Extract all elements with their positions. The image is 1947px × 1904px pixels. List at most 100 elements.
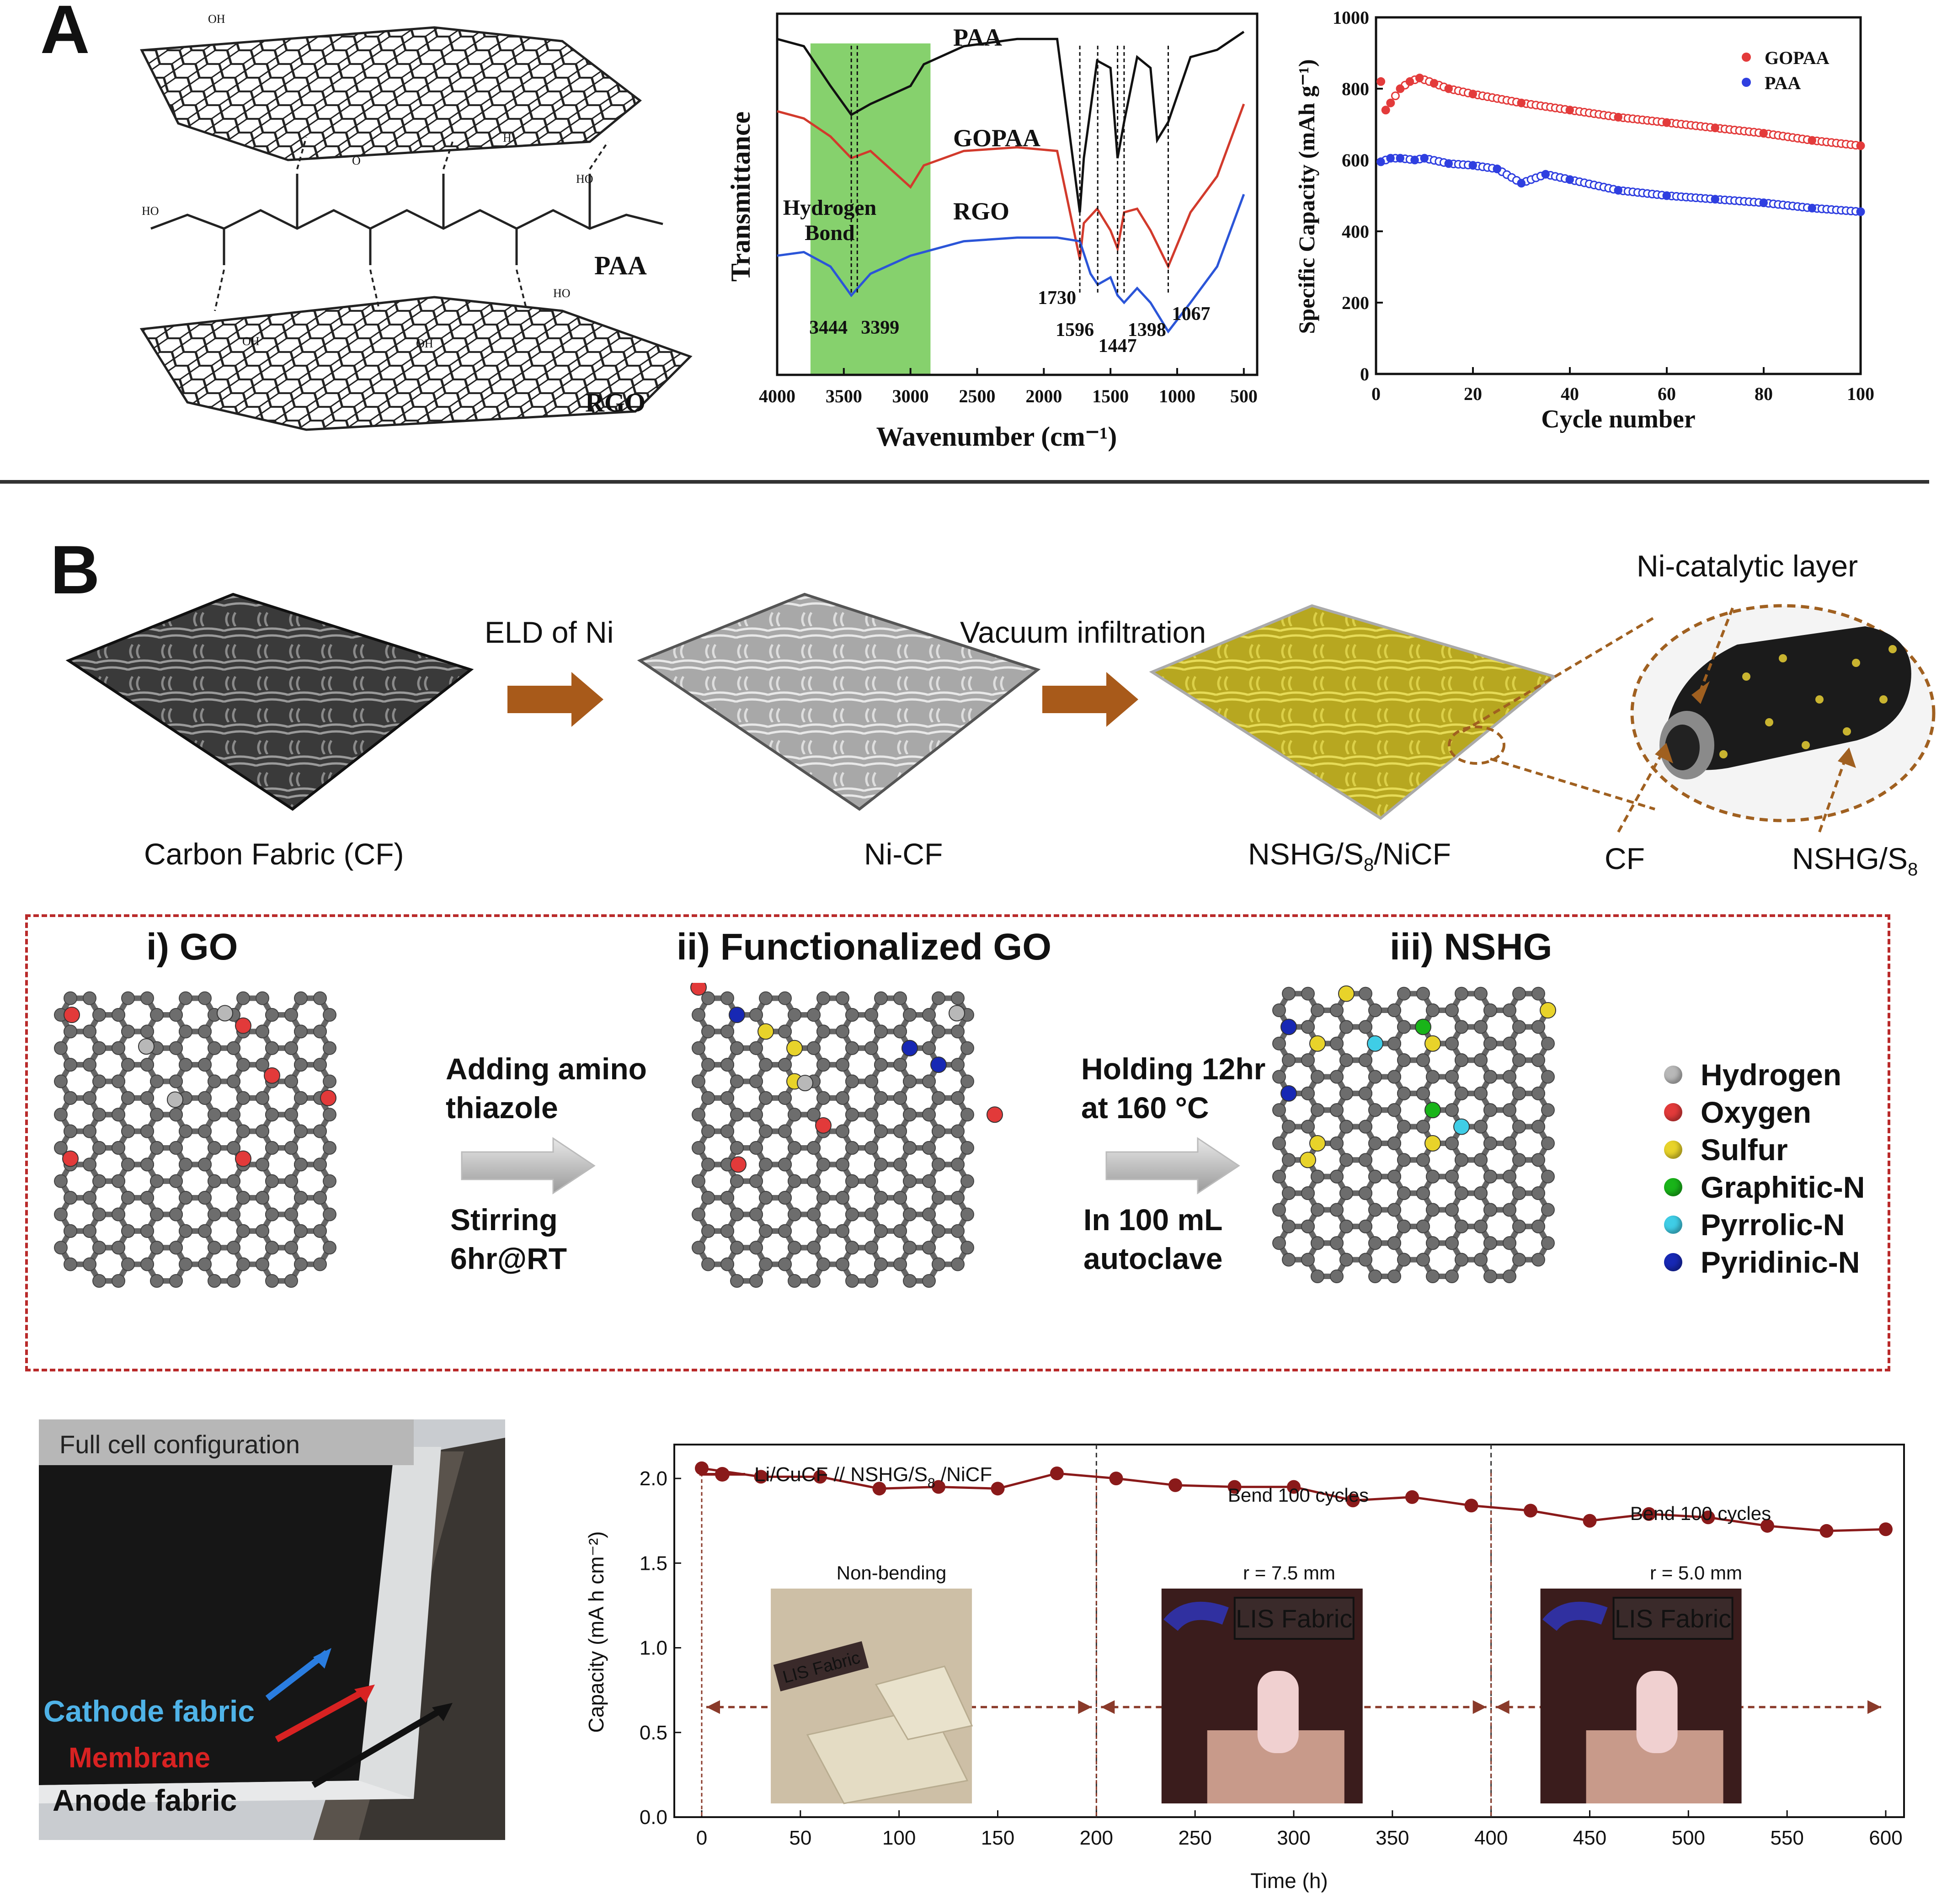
cycling-ytick-label: 1000 — [1333, 7, 1369, 28]
carbon-atom — [749, 1108, 763, 1122]
carbon-atom — [864, 1241, 878, 1255]
carbon-atom — [1416, 987, 1430, 1001]
atom — [62, 1150, 79, 1167]
ftir-xtick-label: 3500 — [826, 386, 862, 406]
carbon-atom — [730, 1141, 744, 1155]
carbon-atom — [1282, 1186, 1296, 1200]
cycling-datapoint-paa — [1760, 198, 1768, 207]
nshg-molecule — [1272, 985, 1556, 1283]
carbon-atom — [83, 1058, 96, 1072]
nshg-nicf-caption: NSHG/S8/NiCF — [1248, 837, 1451, 875]
nshg-title: iii) NSHG — [1390, 926, 1552, 968]
atom-legend-label: Graphitic-N — [1701, 1170, 1865, 1204]
carbon-atom — [1483, 1003, 1497, 1017]
carbon-atom — [1387, 1003, 1401, 1017]
carbon-atom — [701, 991, 715, 1005]
cycling-chart: 0 200 400 600 800 1000 0 20 40 60 80 100 Cycle numb… — [1294, 7, 1874, 433]
bend-point — [932, 1480, 945, 1494]
carbon-atom — [265, 1008, 279, 1022]
fullcell-photo: Full cell configuration Cathode fabric M… — [39, 1419, 505, 1840]
cycling-datapoint-gopaa — [1566, 106, 1574, 114]
carbon-atom — [112, 1207, 125, 1221]
carbon-atom — [256, 1224, 269, 1238]
carbon-atom — [140, 1224, 154, 1238]
bend-point — [1227, 1480, 1242, 1494]
carbon-atom — [807, 1008, 821, 1022]
atom — [64, 1007, 80, 1023]
ho-label-2: HO — [576, 172, 593, 186]
carbon-atom — [778, 1024, 792, 1039]
carbon-atom — [1301, 987, 1315, 1001]
carbon-atom — [1416, 1253, 1430, 1267]
carbon-atom — [1416, 1086, 1430, 1100]
arrow-head — [706, 1700, 720, 1714]
carbon-atom — [816, 991, 830, 1005]
cycling-datapoint-paa — [1856, 208, 1865, 216]
carbon-atom — [1512, 1153, 1526, 1167]
atom — [320, 1089, 336, 1106]
ni-cf-fabric — [637, 592, 1041, 811]
carbon-atom — [313, 1157, 327, 1172]
carbon-atom — [1311, 1070, 1324, 1084]
carbon-atom — [788, 1108, 801, 1122]
carbon-atom — [893, 1091, 907, 1105]
go-molecule — [54, 991, 336, 1288]
carbon-atom — [730, 1174, 744, 1188]
carbon-atom — [227, 1207, 240, 1221]
step2-line3: In 100 mL — [1083, 1203, 1223, 1237]
carbon-atom — [284, 1141, 298, 1155]
carbon-atom — [169, 1041, 183, 1055]
carbon-atom — [64, 1058, 77, 1072]
carbon-atom — [893, 1058, 907, 1072]
carbon-atom — [1301, 1253, 1315, 1267]
carbon-atom — [1282, 1253, 1296, 1267]
carbon-atom — [836, 1257, 849, 1271]
carbon-atom — [1339, 1086, 1353, 1100]
cycling-datapoint-paa — [1376, 157, 1385, 166]
synthesis-box — [25, 914, 1890, 1371]
carbon-atom — [1531, 1020, 1545, 1034]
carbon-atom — [121, 1024, 135, 1039]
carbon-atom — [701, 1124, 715, 1138]
peak-label: 1447 — [1099, 336, 1137, 357]
carbon-atom — [54, 1074, 68, 1088]
carbon-atom — [874, 1124, 888, 1138]
carbon-atom — [140, 1091, 154, 1105]
nshg-s8-sub: 8 — [1908, 859, 1918, 880]
carbon-atom — [169, 1074, 183, 1088]
carbon-atom — [1301, 1053, 1315, 1067]
carbon-atom — [1541, 1236, 1555, 1250]
cycling-xtick-label: 0 — [1371, 384, 1381, 404]
carbon-atom — [864, 1274, 878, 1288]
atom — [1280, 1019, 1297, 1035]
carbon-atom — [1359, 1053, 1372, 1067]
cycling-datapoint-paa — [1808, 204, 1816, 213]
carbon-atom — [1531, 1086, 1545, 1100]
carbon-atom — [845, 1008, 859, 1022]
cycling-ylabel: Specific Capacity (mAh g⁻¹) — [1294, 59, 1319, 334]
carbon-atom — [294, 1058, 308, 1072]
bend-point — [754, 1470, 768, 1484]
bend-legend-prefix: Li/CuCF // NSHG/S — [754, 1463, 928, 1486]
panel-b-letter: B — [50, 531, 100, 608]
carbon-atom — [1416, 1120, 1430, 1134]
zoom-source-ellipse — [1448, 725, 1505, 765]
atom — [1424, 1035, 1441, 1052]
carbon-atom — [1272, 1236, 1286, 1250]
carbon-atom — [1272, 1103, 1286, 1117]
step2-line4: autoclave — [1083, 1242, 1223, 1275]
carbon-atom — [932, 1224, 945, 1238]
carbon-atom — [198, 1058, 212, 1072]
carbon-atom — [83, 1124, 96, 1138]
step2-line1: Holding 12hr — [1081, 1052, 1266, 1086]
carbon-atom — [92, 1041, 106, 1055]
cycling-datapoint-gopaa — [1415, 74, 1424, 82]
carbon-atom — [140, 1058, 154, 1072]
carbon-atom — [1512, 987, 1526, 1001]
atom — [1338, 985, 1355, 1002]
carbon-atom — [1531, 987, 1545, 1001]
carbon-atom — [720, 1224, 734, 1238]
carbon-atom — [256, 1024, 269, 1039]
ftir-xtick-label: 4000 — [759, 386, 795, 406]
cycling-datapoint-gopaa — [1614, 113, 1622, 122]
